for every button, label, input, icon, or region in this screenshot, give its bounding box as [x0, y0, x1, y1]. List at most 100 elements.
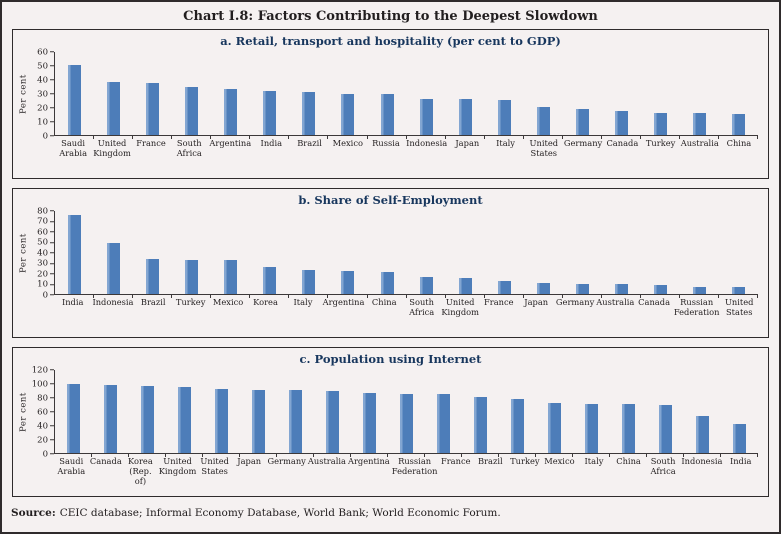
x-category-label: Mexico — [544, 456, 575, 466]
bar-slot — [602, 52, 642, 139]
bar — [458, 99, 472, 135]
y-tick: 80 — [37, 394, 54, 403]
x-category-label: United States — [724, 297, 754, 317]
bar — [380, 94, 394, 135]
x-category-label: Indonesia — [92, 297, 134, 307]
bar — [289, 390, 302, 453]
bar-slot — [573, 370, 610, 457]
panel-c-title: c. Population using Internet — [299, 352, 482, 366]
bar-slot — [289, 211, 329, 298]
bar — [68, 214, 82, 294]
y-tick: 0 — [43, 291, 54, 300]
bar — [693, 113, 707, 135]
bar — [185, 259, 199, 294]
x-category-label: Russian Federation — [673, 297, 720, 317]
x-category-label: Korea (Rep. of) — [128, 456, 153, 486]
x-category-label: Australia — [307, 456, 346, 466]
bar — [585, 404, 598, 453]
y-tick-label: 0 — [42, 289, 48, 300]
x-category-label: Germany — [267, 456, 306, 466]
x-axis-labels: Saudi Arabia Canada Korea (Rep. of) United … — [54, 456, 758, 487]
y-tick-mark — [50, 210, 54, 212]
y-tick: 60 — [37, 228, 54, 237]
x-category-label: Italy — [293, 297, 313, 307]
bar-slot — [680, 52, 720, 139]
y-tick-label: 30 — [37, 88, 48, 99]
x-category-label: India — [260, 138, 283, 148]
x-category-label: China — [371, 297, 397, 307]
x-category-label: Saudi Arabia — [59, 138, 88, 158]
bar — [252, 390, 265, 453]
y-axis-label: Per cent — [18, 392, 29, 432]
y-tick: 10 — [37, 280, 54, 289]
bar — [224, 260, 238, 294]
bar — [511, 399, 524, 453]
bar — [380, 271, 394, 294]
bar-slot — [485, 211, 524, 298]
x-category-label: Mexico — [212, 297, 244, 307]
y-tick-mark — [50, 294, 54, 296]
bar — [146, 83, 160, 135]
x-category-label: China — [726, 138, 752, 148]
bar — [326, 390, 339, 453]
bar — [659, 405, 672, 453]
x-category-label: South Africa — [176, 138, 202, 158]
bar — [400, 393, 413, 453]
y-tick: 30 — [37, 259, 54, 268]
y-tick-mark — [50, 273, 54, 275]
bar — [263, 90, 277, 135]
bar — [693, 286, 707, 294]
bar — [653, 112, 667, 135]
bar-slot — [425, 370, 462, 457]
bar — [363, 393, 376, 453]
x-category-label: Saudi Arabia — [57, 456, 86, 476]
panel-b-chart: Per cent 0 10 20 30 40 50 60 70 80 India Indonesia B… — [13, 207, 768, 318]
x-category-label: France — [440, 456, 471, 466]
y-tick-mark — [50, 79, 54, 81]
x-category-label: Italy — [584, 456, 604, 466]
y-tick: 10 — [37, 118, 54, 127]
x-category-label: Russia — [372, 138, 400, 148]
x-category-label: Turkey — [645, 138, 676, 148]
bar — [419, 277, 433, 294]
x-category-label: France — [136, 138, 166, 148]
bar-slot — [647, 370, 684, 457]
bar — [437, 393, 450, 453]
bar-slot — [602, 211, 642, 298]
bar-slot — [55, 370, 92, 457]
y-axis: 0 10 20 30 40 50 60 70 80 — [30, 207, 54, 299]
y-tick-mark — [50, 383, 54, 385]
y-tick-mark — [50, 135, 54, 137]
panel-c-chart: Per cent 0 20 40 60 80 100 120 Saudi Arabia Canad… — [13, 366, 768, 487]
bar — [107, 81, 121, 135]
bar — [302, 269, 316, 294]
bar-slot — [610, 370, 647, 457]
bar — [536, 282, 550, 294]
y-axis: 0 20 40 60 80 100 120 — [30, 366, 54, 458]
x-category-label: Australia — [596, 297, 635, 307]
bar — [302, 92, 316, 135]
figure-title: Chart I.8: Factors Contributing to the D… — [183, 9, 598, 24]
y-tick-label: 40 — [37, 420, 48, 431]
y-tick-mark — [50, 121, 54, 123]
y-axis: 0 10 20 30 40 50 60 — [30, 48, 54, 140]
y-tick-label: 60 — [37, 406, 48, 417]
bar-slot — [536, 370, 573, 457]
x-category-label: United States — [529, 138, 559, 158]
x-axis-labels: India Indonesia Brazil Turkey Mexico Korea Ita… — [54, 297, 758, 318]
plot-area: Saudi Arabia Canada Korea (Rep. of) United … — [54, 370, 758, 487]
bar — [67, 384, 80, 453]
x-category-label: Italy — [496, 138, 515, 148]
bar — [419, 98, 433, 135]
x-category-label: India — [61, 297, 84, 307]
y-tick-mark — [50, 231, 54, 233]
bar-slot — [641, 211, 681, 298]
bar — [474, 397, 487, 453]
y-axis-label: Per cent — [18, 233, 29, 273]
plot-area: India Indonesia Brazil Turkey Mexico Korea Ita… — [54, 211, 759, 318]
bar-slot — [250, 52, 290, 139]
y-tick: 0 — [43, 132, 54, 141]
bar — [536, 107, 550, 135]
y-tick-label: 50 — [37, 237, 48, 248]
bar-slot — [203, 370, 240, 457]
